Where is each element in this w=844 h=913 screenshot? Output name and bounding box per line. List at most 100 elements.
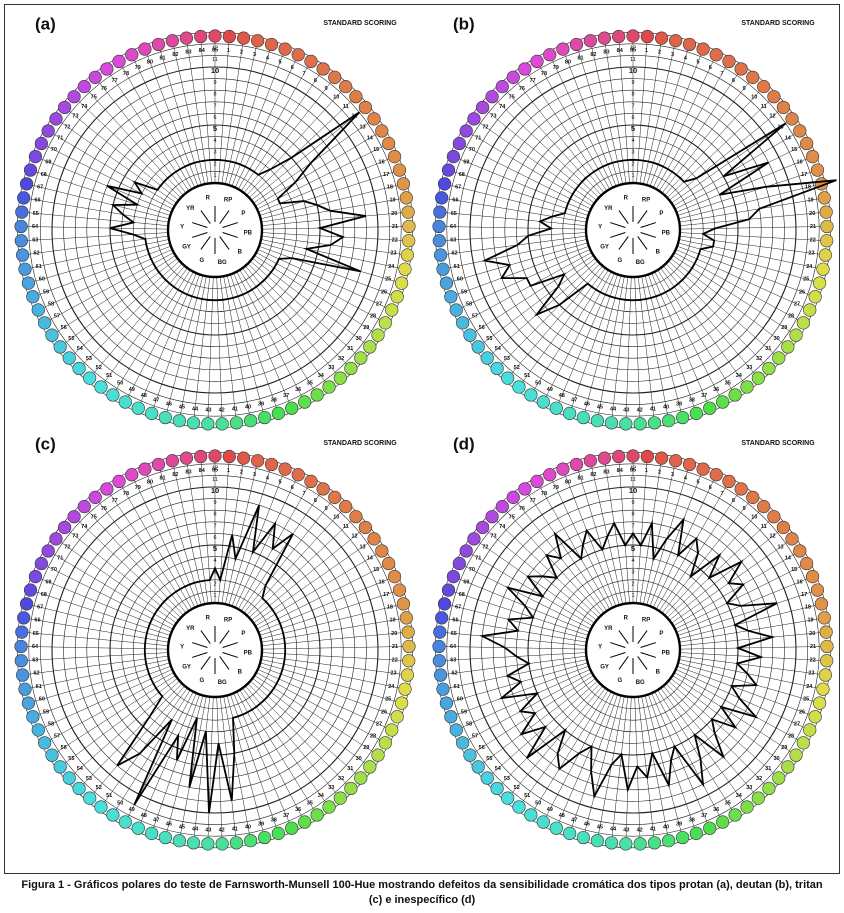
cap-circle xyxy=(480,351,494,365)
cap-number: 30 xyxy=(356,336,362,342)
cap-number: 6 xyxy=(291,65,294,71)
cap-circle xyxy=(820,639,834,654)
spoke xyxy=(246,83,349,196)
cap-circle xyxy=(789,748,803,762)
spoke xyxy=(672,255,800,338)
cap-number: 11 xyxy=(343,104,349,110)
spoke xyxy=(436,655,587,676)
cap-number: 41 xyxy=(650,406,656,412)
cap-circle xyxy=(495,80,509,94)
spoke xyxy=(575,40,620,186)
spoke xyxy=(669,524,787,621)
spoke xyxy=(678,662,824,705)
cap-circle xyxy=(543,468,557,482)
cap-number: 32 xyxy=(756,776,762,782)
cap-number: 5 xyxy=(278,60,281,66)
cap-circle xyxy=(16,668,30,682)
spoke xyxy=(528,689,609,819)
cap-circle xyxy=(19,177,34,191)
spoke xyxy=(634,276,641,428)
cap-circle xyxy=(569,37,584,52)
cap-number: 8 xyxy=(732,78,735,84)
spoke xyxy=(439,239,588,271)
cap-number: 4 xyxy=(266,475,270,481)
cap-number: 73 xyxy=(72,534,78,540)
spoke xyxy=(247,683,354,792)
spoke xyxy=(651,273,712,412)
spoke xyxy=(657,689,738,819)
cap-number: 46 xyxy=(166,821,172,827)
cap-number: 26 xyxy=(381,709,387,715)
cap-number: 59 xyxy=(461,709,467,715)
spoke xyxy=(459,252,592,325)
cap-circle xyxy=(669,454,683,468)
cap-number: 29 xyxy=(363,745,369,751)
cap-number: 71 xyxy=(475,136,481,142)
spoke xyxy=(677,245,819,299)
cap-number: 68 xyxy=(41,592,47,598)
cap-circle xyxy=(165,34,179,48)
cap-circle xyxy=(385,303,399,317)
radial-tick-label: 4 xyxy=(213,138,216,144)
cap-number: 5 xyxy=(278,480,281,486)
cap-circle xyxy=(467,112,481,126)
cap-circle xyxy=(236,31,251,45)
cap-number: 1 xyxy=(227,468,230,474)
spoke xyxy=(459,672,592,745)
cap-number: 26 xyxy=(799,289,805,295)
cap-number: 4 xyxy=(684,55,688,61)
cap-circle xyxy=(349,90,363,104)
spoke xyxy=(679,617,829,643)
spoke xyxy=(261,197,411,223)
spoke xyxy=(37,141,174,210)
cap-circle xyxy=(158,410,172,425)
cap-number: 83 xyxy=(603,469,609,475)
cap-number: 66 xyxy=(34,198,40,204)
cap-number: 5 xyxy=(696,480,699,486)
cap-circle xyxy=(604,836,619,850)
spoke xyxy=(679,646,831,650)
cap-circle xyxy=(399,611,413,625)
cap-number: 14 xyxy=(785,136,792,142)
radial-tick-label: 7 xyxy=(213,103,216,109)
spoke xyxy=(462,548,593,627)
cap-circle xyxy=(402,234,416,248)
spoke xyxy=(494,683,601,792)
spoke xyxy=(17,652,169,662)
spoke xyxy=(657,269,738,399)
spoke xyxy=(643,36,677,185)
cap-number: 21 xyxy=(810,224,816,230)
cap-circle xyxy=(31,303,45,317)
cap-circle xyxy=(456,736,470,750)
cap-number: 40 xyxy=(245,404,251,410)
cap-number: 33 xyxy=(746,785,752,791)
cap-circle xyxy=(803,303,817,317)
spoke xyxy=(164,275,204,422)
spoke xyxy=(666,93,777,198)
cap-circle xyxy=(400,668,414,682)
cap-number: 74 xyxy=(81,104,88,110)
hue-label: P xyxy=(659,211,663,217)
cap-circle xyxy=(762,781,776,796)
cap-number: 39 xyxy=(676,401,682,407)
cap-circle xyxy=(728,388,742,402)
cap-circle xyxy=(385,723,399,737)
cap-circle xyxy=(490,781,504,796)
radial-tick-label: 5 xyxy=(213,544,217,553)
cap-circle xyxy=(441,163,456,177)
cap-number: 12 xyxy=(769,534,775,540)
cap-number: 85 xyxy=(212,47,218,53)
cap-circle xyxy=(112,474,126,488)
cap-circle xyxy=(439,696,454,710)
cap-circle xyxy=(781,340,795,354)
cap-number: 19 xyxy=(389,618,395,624)
cap-circle xyxy=(151,37,166,52)
cap-circle xyxy=(16,248,30,262)
spoke xyxy=(116,477,192,610)
cap-circle xyxy=(436,682,450,696)
cap-circle xyxy=(31,723,45,737)
spoke xyxy=(257,669,396,732)
spoke xyxy=(221,34,245,184)
cap-number: 30 xyxy=(356,756,362,762)
cap-number: 39 xyxy=(258,821,264,827)
